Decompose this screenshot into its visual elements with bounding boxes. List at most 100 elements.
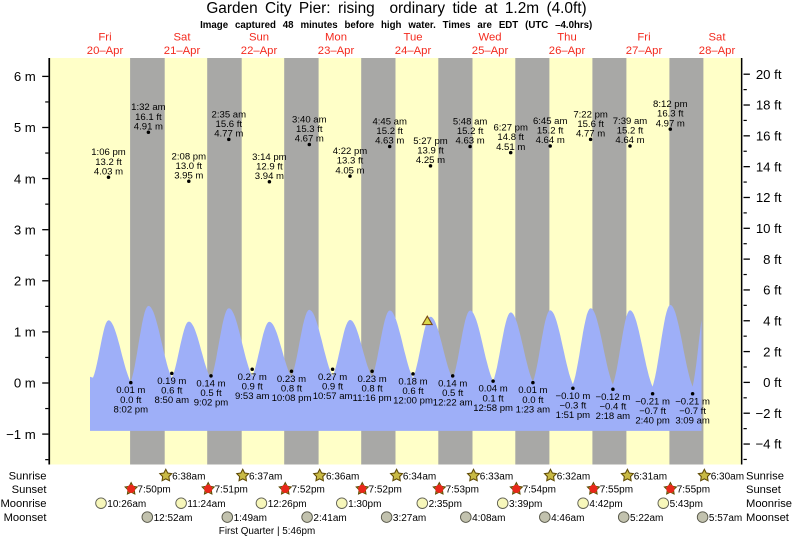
svg-text:1:23 am: 1:23 am — [516, 404, 551, 415]
svg-text:4.64 m: 4.64 m — [615, 135, 644, 146]
svg-text:8 ft: 8 ft — [763, 252, 782, 267]
svg-text:1:49am: 1:49am — [234, 513, 267, 524]
svg-text:4.03 m: 4.03 m — [94, 166, 123, 177]
svg-text:15.6 ft: 15.6 ft — [216, 119, 243, 130]
svg-text:0.01 m: 0.01 m — [116, 385, 145, 396]
svg-text:0.5 ft: 0.5 ft — [200, 388, 222, 399]
svg-text:4.67 m: 4.67 m — [295, 134, 324, 145]
svg-text:6:31am: 6:31am — [634, 471, 667, 482]
svg-text:13.9 ft: 13.9 ft — [417, 146, 444, 157]
svg-text:0.6 ft: 0.6 ft — [402, 386, 424, 397]
svg-text:6:45 am: 6:45 am — [533, 116, 568, 127]
svg-text:7:22 pm: 7:22 pm — [573, 109, 608, 120]
svg-text:4.91 m: 4.91 m — [134, 121, 163, 132]
svg-text:12:22 am: 12:22 am — [433, 398, 473, 409]
svg-text:0.8 ft: 0.8 ft — [361, 384, 383, 395]
svg-text:12 ft: 12 ft — [756, 190, 782, 205]
svg-text:6 ft: 6 ft — [763, 283, 782, 298]
svg-text:3.95 m: 3.95 m — [174, 171, 203, 182]
svg-text:First Quarter | 5:46pm: First Quarter | 5:46pm — [219, 526, 315, 537]
svg-text:12:26pm: 12:26pm — [268, 499, 307, 510]
svg-text:0.1 ft: 0.1 ft — [482, 393, 504, 404]
svg-text:0.5 ft: 0.5 ft — [442, 388, 464, 399]
svg-text:15.2 ft: 15.2 ft — [457, 126, 484, 137]
svg-text:14 ft: 14 ft — [756, 159, 782, 174]
svg-text:13.0 ft: 13.0 ft — [176, 161, 203, 172]
svg-text:23–Apr: 23–Apr — [318, 45, 355, 57]
svg-text:7:39 am: 7:39 am — [613, 116, 648, 127]
svg-text:0.14 m: 0.14 m — [438, 379, 467, 390]
svg-text:3.94 m: 3.94 m — [255, 171, 284, 182]
svg-text:−1 m: −1 m — [6, 427, 36, 442]
svg-text:4 ft: 4 ft — [763, 314, 782, 329]
svg-text:3:39pm: 3:39pm — [509, 499, 542, 510]
svg-text:4:45 am: 4:45 am — [372, 117, 407, 128]
svg-text:−4 ft: −4 ft — [755, 437, 781, 452]
svg-text:−0.21 m: −0.21 m — [635, 396, 670, 407]
svg-text:4.77 m: 4.77 m — [576, 129, 605, 140]
svg-text:10:26am: 10:26am — [107, 499, 146, 510]
svg-text:Moonrise: Moonrise — [0, 498, 46, 510]
svg-text:Sunrise: Sunrise — [9, 471, 47, 483]
svg-text:14.8 ft: 14.8 ft — [497, 132, 524, 143]
svg-text:13.3 ft: 13.3 ft — [337, 156, 364, 167]
svg-text:7:55pm: 7:55pm — [600, 485, 633, 496]
svg-text:18 ft: 18 ft — [756, 98, 782, 113]
svg-text:0.27 m: 0.27 m — [238, 372, 267, 383]
svg-text:Moonrise: Moonrise — [746, 498, 792, 510]
svg-text:6:37am: 6:37am — [249, 471, 282, 482]
svg-text:4.77 m: 4.77 m — [214, 129, 243, 140]
svg-text:5 m: 5 m — [14, 120, 36, 135]
svg-text:Fri: Fri — [637, 32, 650, 44]
svg-text:0.19 m: 0.19 m — [157, 376, 186, 387]
svg-text:3 m: 3 m — [14, 222, 36, 237]
svg-text:0.14 m: 0.14 m — [196, 379, 225, 390]
svg-text:Image captured 48 minutes befo: Image captured 48 minutes before high wa… — [200, 20, 592, 31]
svg-text:7:52pm: 7:52pm — [292, 485, 325, 496]
svg-text:0.18 m: 0.18 m — [398, 377, 427, 388]
svg-text:16.3 ft: 16.3 ft — [657, 109, 684, 120]
svg-text:1 m: 1 m — [14, 325, 36, 340]
svg-text:4.25 m: 4.25 m — [416, 155, 445, 166]
svg-text:0.6 ft: 0.6 ft — [161, 386, 183, 397]
svg-text:15.3 ft: 15.3 ft — [296, 124, 323, 135]
svg-text:13.2 ft: 13.2 ft — [95, 157, 122, 168]
svg-text:1:06 pm: 1:06 pm — [91, 147, 126, 158]
svg-text:25–Apr: 25–Apr — [472, 45, 509, 57]
svg-text:4:42pm: 4:42pm — [589, 499, 622, 510]
svg-text:3:40 am: 3:40 am — [292, 115, 327, 126]
svg-text:6 m: 6 m — [14, 69, 36, 84]
svg-text:2 ft: 2 ft — [763, 344, 782, 359]
svg-text:Wed: Wed — [478, 32, 501, 44]
svg-text:Garden City Pier: rising ordi: Garden City Pier: rising ordinary tide a… — [206, 0, 586, 17]
svg-text:7:55pm: 7:55pm — [677, 485, 710, 496]
svg-text:4.51 m: 4.51 m — [496, 142, 525, 153]
svg-text:0.0 ft: 0.0 ft — [522, 395, 544, 406]
svg-text:5:27 pm: 5:27 pm — [413, 136, 448, 147]
svg-text:2:35pm: 2:35pm — [429, 499, 462, 510]
svg-text:6:34am: 6:34am — [403, 471, 436, 482]
svg-text:2:35 am: 2:35 am — [212, 109, 247, 120]
svg-text:Fri: Fri — [98, 32, 111, 44]
svg-text:22–Apr: 22–Apr — [241, 45, 278, 57]
svg-text:5:57am: 5:57am — [709, 513, 742, 524]
svg-text:10 ft: 10 ft — [756, 221, 782, 236]
svg-text:2 m: 2 m — [14, 274, 36, 289]
svg-text:0.8 ft: 0.8 ft — [281, 384, 303, 395]
svg-text:3:14 pm: 3:14 pm — [252, 152, 287, 163]
svg-text:−0.3 ft: −0.3 ft — [559, 400, 586, 411]
svg-text:12:00 pm: 12:00 pm — [393, 396, 433, 407]
svg-text:Sunset: Sunset — [746, 484, 782, 496]
svg-text:6:27 pm: 6:27 pm — [493, 123, 528, 134]
svg-text:0.23 m: 0.23 m — [358, 374, 387, 385]
svg-text:7:53pm: 7:53pm — [446, 485, 479, 496]
svg-text:2:41am: 2:41am — [313, 513, 346, 524]
svg-text:Sun: Sun — [249, 32, 269, 44]
svg-text:−2 ft: −2 ft — [755, 406, 781, 421]
svg-text:Tue: Tue — [403, 32, 422, 44]
svg-text:16.1 ft: 16.1 ft — [135, 112, 162, 123]
svg-text:2:08 pm: 2:08 pm — [172, 151, 207, 162]
svg-text:0.0 ft: 0.0 ft — [120, 395, 142, 406]
svg-text:4 m: 4 m — [14, 171, 36, 186]
svg-text:16 ft: 16 ft — [756, 129, 782, 144]
